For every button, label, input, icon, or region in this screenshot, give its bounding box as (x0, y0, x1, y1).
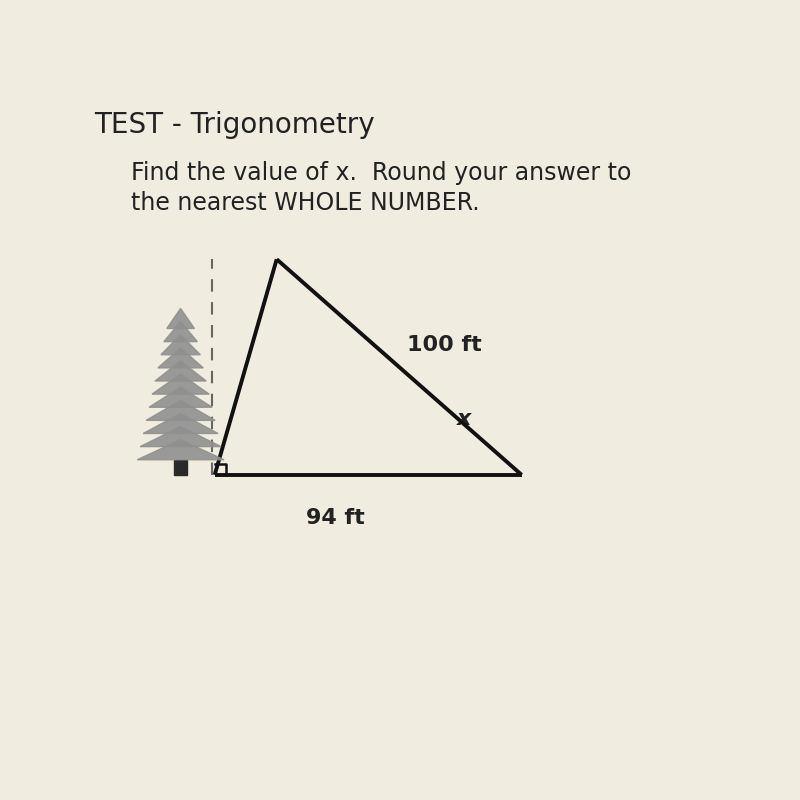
Polygon shape (146, 400, 215, 420)
Polygon shape (166, 309, 194, 329)
Polygon shape (140, 426, 221, 446)
Polygon shape (149, 387, 212, 407)
Polygon shape (152, 374, 210, 394)
Text: x: x (457, 410, 471, 430)
Polygon shape (161, 334, 200, 354)
Text: Find the value of x.  Round your answer to: Find the value of x. Round your answer t… (131, 161, 631, 185)
Polygon shape (158, 348, 203, 368)
Text: TEST - Trigonometry: TEST - Trigonometry (94, 111, 374, 139)
Polygon shape (164, 322, 198, 342)
Text: 94 ft: 94 ft (306, 508, 365, 528)
Text: 100 ft: 100 ft (407, 335, 482, 355)
Polygon shape (138, 440, 224, 460)
Polygon shape (143, 414, 218, 434)
Bar (174, 460, 187, 475)
Text: the nearest WHOLE NUMBER.: the nearest WHOLE NUMBER. (131, 191, 480, 215)
Polygon shape (155, 361, 206, 381)
